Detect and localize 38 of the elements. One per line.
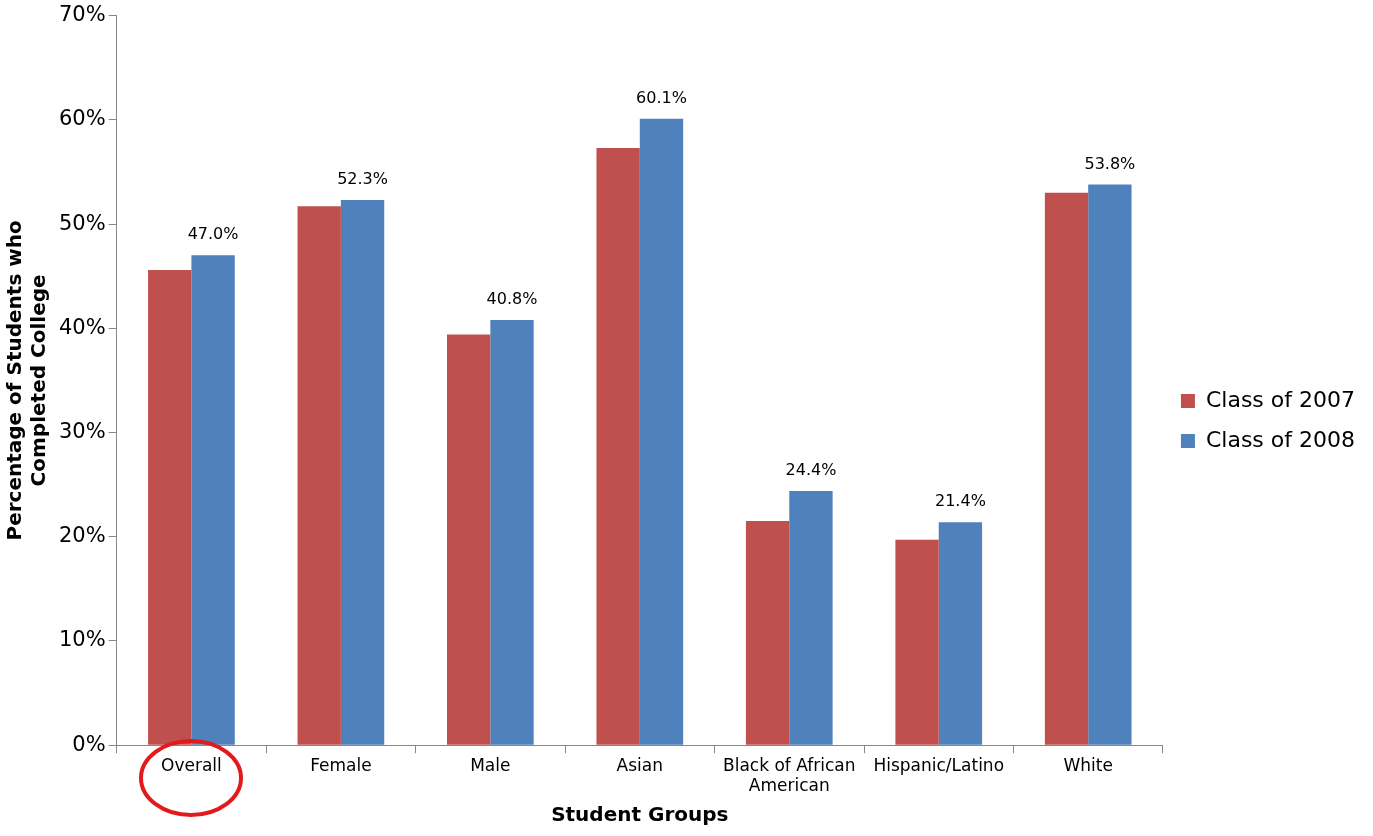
y-tick-label: 50%: [58, 210, 106, 235]
x-tick-label: Hispanic/Latino: [873, 754, 1005, 775]
bar: [1088, 184, 1132, 745]
bar: [340, 200, 385, 745]
y-tick-label: 0%: [72, 731, 106, 756]
data-label: 60.1%: [636, 87, 687, 107]
x-tick-label: Black of African American: [723, 754, 856, 796]
legend-label: Class of 2008: [1205, 426, 1355, 452]
y-tick-label: 60%: [58, 106, 106, 131]
data-label: 52.3%: [337, 169, 388, 189]
bar: [1044, 192, 1089, 745]
bar: [447, 334, 491, 745]
y-tick-label: 20%: [58, 523, 106, 548]
bar: [639, 118, 684, 745]
data-label: 53.8%: [1084, 153, 1136, 173]
bar: [895, 539, 939, 745]
data-label: 47.0%: [187, 224, 239, 244]
x-tick-label: Female: [310, 754, 372, 775]
x-tick-label: White: [1063, 754, 1113, 775]
y-axis-title: Percentage of Students who Completed College: [2, 220, 51, 541]
x-axis-title: Student Groups: [551, 802, 729, 827]
data-label: 40.8%: [486, 289, 538, 309]
bar: [297, 206, 341, 745]
bar: [789, 490, 833, 745]
data-label: 24.4%: [785, 460, 837, 480]
y-tick-label: 10%: [58, 627, 106, 652]
y-tick-label: 30%: [58, 418, 106, 443]
data-label: 21.4%: [935, 491, 986, 511]
x-tick-label: Asian: [616, 754, 664, 775]
x-tick-label: Male: [470, 754, 511, 775]
x-tick-label: Overall: [161, 754, 222, 775]
bar: [490, 319, 534, 745]
bar: [745, 521, 790, 745]
y-tick-label: 40%: [58, 314, 106, 339]
y-tick-label: 70%: [58, 2, 106, 27]
bar: [596, 147, 640, 745]
legend-label: Class of 2007: [1205, 386, 1355, 412]
bar: [938, 522, 983, 745]
